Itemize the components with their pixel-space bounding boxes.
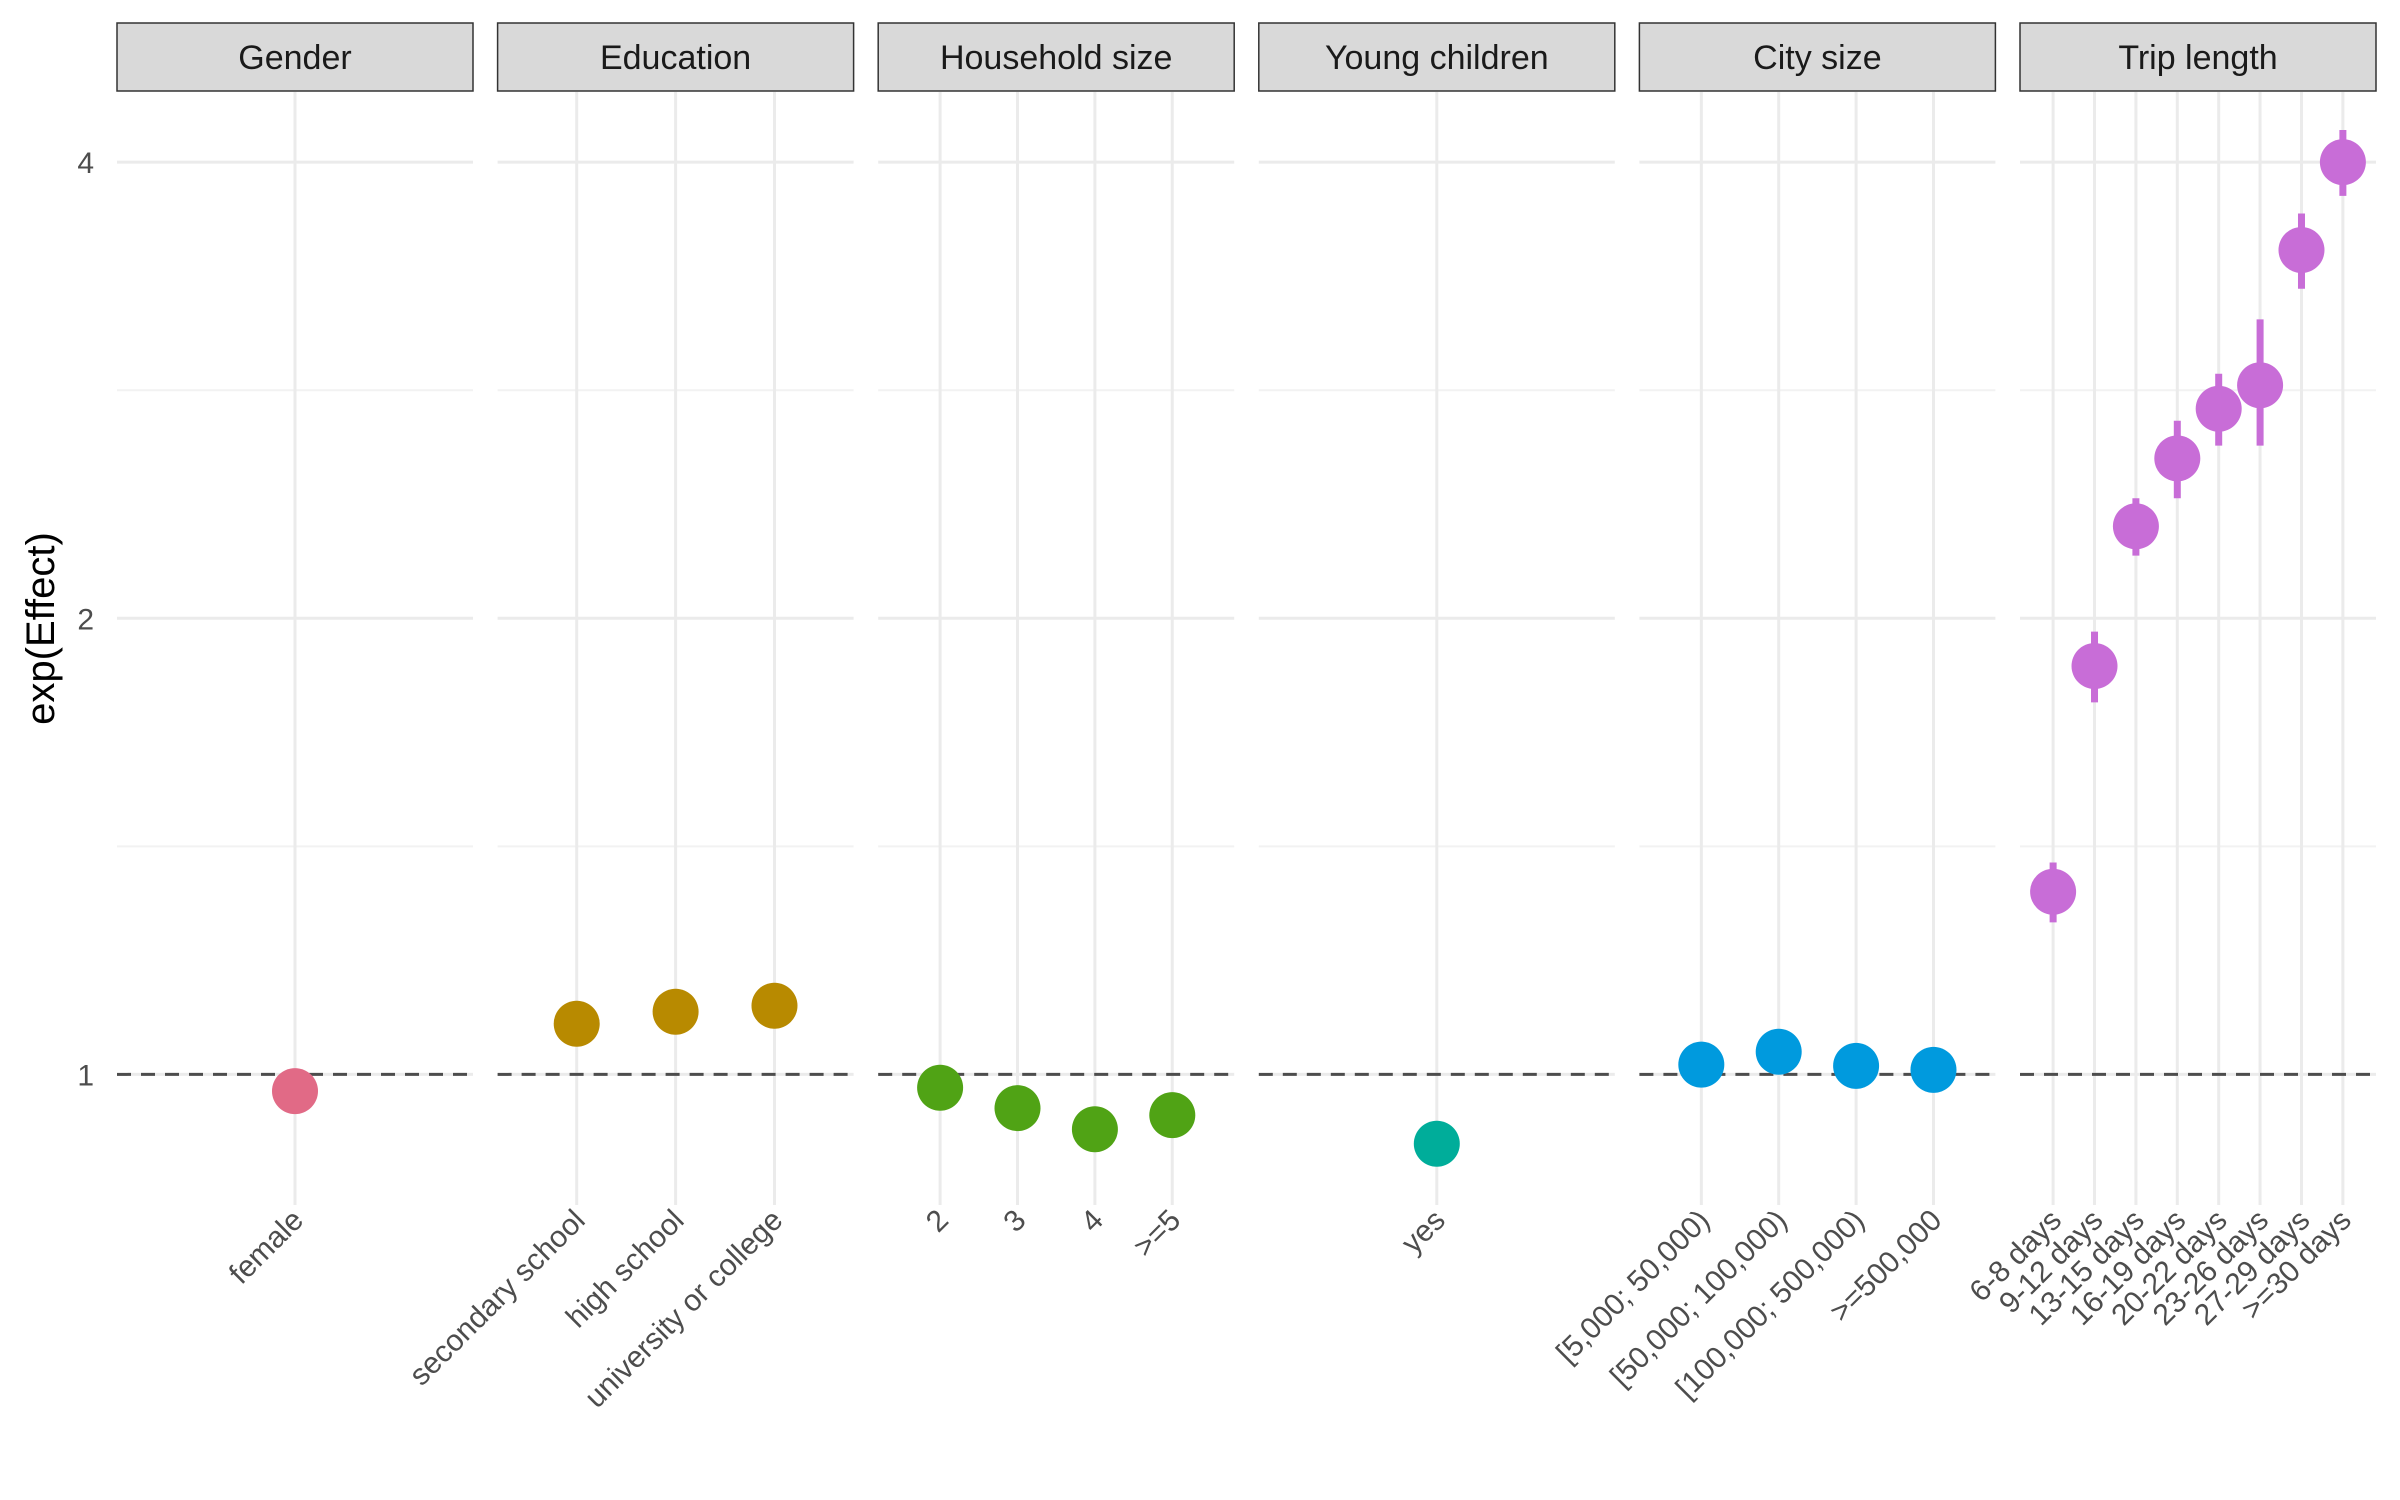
y-tick-label: 4 — [77, 147, 94, 180]
panel-4: City size[5,000; 50,000)[50,000; 100,000… — [1550, 22, 1997, 1405]
strip-background — [1638, 22, 1997, 92]
panel-3: Young children yes — [1258, 22, 1616, 1260]
strip-background — [2019, 22, 2377, 92]
data-point — [2237, 362, 2284, 409]
data-point — [2154, 435, 2201, 482]
data-point — [2030, 868, 2077, 915]
data-point — [1413, 1120, 1460, 1167]
data-point — [2195, 385, 2242, 432]
x-tick-label: >=5 — [1127, 1204, 1187, 1264]
data-point — [2319, 139, 2366, 186]
data-point — [2112, 503, 2159, 550]
y-tick-label: 1 — [77, 1059, 94, 1092]
data-point — [751, 982, 798, 1029]
x-tick-label: 3 — [997, 1204, 1032, 1239]
panel-0: Gender female — [116, 22, 474, 1291]
y-axis-title: exp(Effect) — [19, 532, 63, 725]
strip-label: Trip length — [2118, 39, 2277, 77]
data-point — [553, 1000, 600, 1047]
strip-background — [1258, 22, 1616, 92]
data-point — [272, 1068, 318, 1115]
strip-label: Young children — [1325, 39, 1549, 77]
data-point — [2278, 227, 2325, 274]
strip-background — [116, 22, 474, 92]
strip-label: City size — [1753, 39, 1881, 77]
strip-background — [877, 22, 1235, 92]
data-point — [1755, 1028, 1802, 1075]
data-point — [1071, 1106, 1118, 1153]
strip-label: Education — [600, 39, 751, 77]
data-point — [1833, 1042, 1880, 1089]
data-point — [2071, 643, 2118, 690]
y-tick-label: 2 — [77, 603, 94, 636]
strip-background — [496, 22, 855, 92]
data-point — [1910, 1046, 1957, 1093]
data-point — [652, 988, 699, 1035]
x-tick-label: yes — [1395, 1204, 1451, 1260]
x-tick-label: 2 — [920, 1204, 955, 1239]
x-tick-label: female — [223, 1204, 310, 1291]
x-tick-label: 4 — [1075, 1204, 1110, 1239]
strip-label: Gender — [238, 39, 351, 77]
data-point — [917, 1064, 964, 1111]
x-tick-label: secondary school — [403, 1204, 591, 1392]
data-point — [1149, 1092, 1196, 1139]
data-point — [1678, 1041, 1725, 1088]
panel-2: Household size 2 3 4 >=5 — [877, 22, 1235, 1264]
x-tick-label: university or college — [579, 1204, 790, 1415]
data-point — [994, 1085, 1041, 1132]
strip-label: Household size — [940, 39, 1172, 77]
